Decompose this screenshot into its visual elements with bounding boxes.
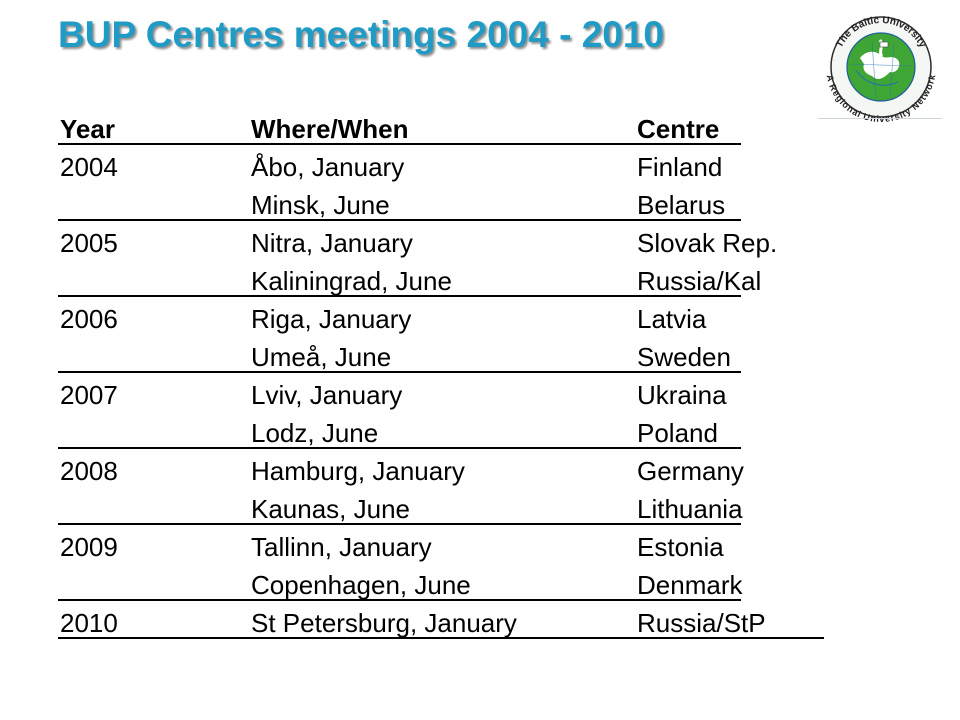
table-row: Kaunas, June Lithuania [58,490,828,528]
row-where-when: Kaliningrad, June [251,266,452,296]
row-where-when: Tallinn, January [251,532,432,562]
baltic-university-logo: The Baltic University A Regional Univers… [825,15,938,122]
table-row: 2010 St Petersburg, January Russia/StP [58,604,828,642]
row-centre: Sweden [637,342,731,372]
row-year: 2009 [60,532,118,562]
table-row: Umeå, June Sweden [58,338,828,376]
header-year: Year [60,114,115,144]
row-year: 2010 [60,608,118,638]
row-centre: Finland [637,152,723,182]
row-year: 2004 [60,152,118,182]
row-centre: Lithuania [637,494,743,524]
row-centre: Estonia [637,532,724,562]
row-where-when: Nitra, January [251,228,413,258]
row-year: 2006 [60,304,118,334]
row-centre: Russia/StP [637,608,766,638]
row-centre: Latvia [637,304,707,334]
row-centre: Denmark [637,570,743,600]
table-row: Lodz, June Poland [58,414,828,452]
row-centre: Germany [637,456,744,486]
row-centre: Russia/Kal [637,266,762,296]
row-where-when: Lviv, January [251,380,403,410]
table-row: 2006 Riga, January Latvia [58,300,828,338]
page-title: BUP Centres meetings 2004 - 2010 [58,14,665,55]
row-where-when: Lodz, June [251,418,379,448]
row-centre: Slovak Rep. [637,228,778,258]
row-where-when: Copenhagen, June [251,570,471,600]
row-year: 2008 [60,456,118,486]
row-centre: Ukraina [637,380,727,410]
table-row: 2008 Hamburg, January Germany [58,452,828,490]
row-where-when: Riga, January [251,304,412,334]
row-where-when: Minsk, June [251,190,390,220]
row-where-when: Åbo, January [251,152,405,182]
table-row: 2005 Nitra, January Slovak Rep. [58,224,828,262]
header-where-when: Where/When [251,114,409,144]
table-row: 2004 Åbo, January Finland [58,148,828,186]
row-where-when: St Petersburg, January [251,608,517,638]
table-row: 2007 Lviv, January Ukraina [58,376,828,414]
row-centre: Poland [637,418,718,448]
table-row: Minsk, June Belarus [58,186,828,224]
table-row: Kaliningrad, June Russia/Kal [58,262,828,300]
row-centre: Belarus [637,190,726,220]
meetings-table: Year Where/When Centre 2004 Åbo, January F… [58,110,828,642]
row-where-when: Hamburg, January [251,456,465,486]
table-row: 2009 Tallinn, January Estonia [58,528,828,566]
table-header-row: Year Where/When Centre [58,110,828,148]
row-year: 2007 [60,380,118,410]
header-centre: Centre [637,114,720,144]
row-where-when: Kaunas, June [251,494,411,524]
row-where-when: Umeå, June [251,342,392,372]
table-row: Copenhagen, June Denmark [58,566,828,604]
logo-divider [818,118,942,119]
row-year: 2005 [60,228,118,258]
